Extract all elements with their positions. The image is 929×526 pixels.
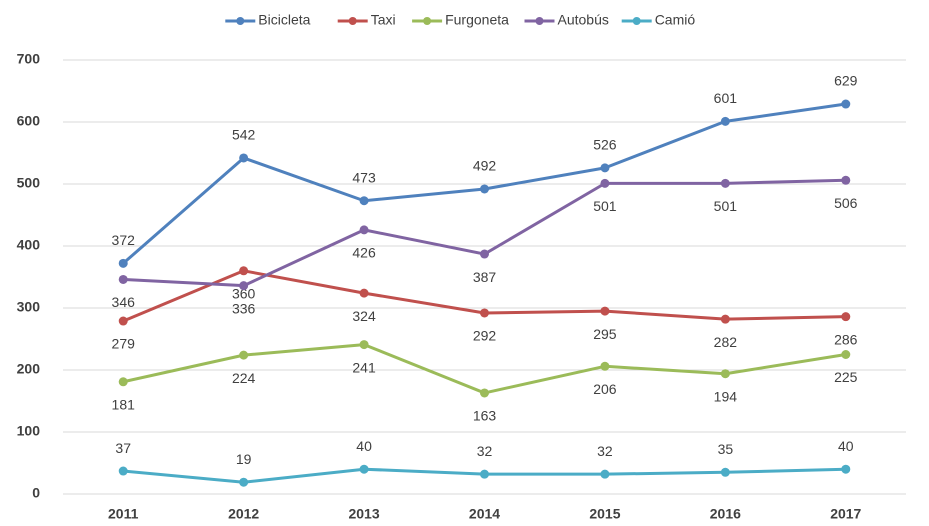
data-label: 225 xyxy=(834,369,858,385)
data-label: 387 xyxy=(473,269,497,285)
x-tick-label: 2016 xyxy=(710,506,741,522)
data-point xyxy=(480,388,489,398)
data-label: 501 xyxy=(593,198,617,214)
x-tick-label: 2017 xyxy=(830,506,861,522)
legend-label: Bicicleta xyxy=(258,12,310,28)
data-point xyxy=(239,477,249,487)
legend-marker xyxy=(632,17,641,25)
data-label: 224 xyxy=(232,370,256,386)
data-point xyxy=(118,377,128,387)
data-label: 360 xyxy=(232,286,256,302)
data-label: 542 xyxy=(232,127,256,143)
data-label: 372 xyxy=(112,232,136,248)
data-point xyxy=(841,350,851,359)
data-label: 282 xyxy=(714,334,738,350)
data-point xyxy=(118,258,128,268)
data-point xyxy=(600,178,610,188)
legend-label: Furgoneta xyxy=(445,12,509,28)
data-point xyxy=(841,99,851,109)
data-label: 37 xyxy=(115,440,131,456)
data-label: 324 xyxy=(352,308,376,324)
data-point xyxy=(480,249,489,259)
data-label: 194 xyxy=(714,388,738,404)
legend-marker xyxy=(236,17,245,25)
data-point xyxy=(239,153,249,163)
y-tick-label: 100 xyxy=(17,423,41,439)
data-point xyxy=(841,175,851,185)
data-label: 506 xyxy=(834,195,858,211)
y-tick-label: 300 xyxy=(17,299,41,315)
data-point xyxy=(239,350,249,360)
data-point xyxy=(118,274,128,284)
data-point xyxy=(359,196,369,206)
x-tick-label: 2014 xyxy=(469,506,500,522)
data-label: 492 xyxy=(473,158,497,174)
y-tick-label: 200 xyxy=(17,361,41,377)
data-label: 181 xyxy=(112,396,136,412)
data-point xyxy=(359,288,369,298)
data-point xyxy=(480,184,489,194)
x-tick-label: 2013 xyxy=(348,506,379,522)
legend-label: Taxi xyxy=(371,12,396,28)
data-point xyxy=(118,316,128,326)
y-tick-label: 400 xyxy=(17,237,41,253)
data-label: 32 xyxy=(477,443,493,459)
data-label: 19 xyxy=(236,451,252,467)
data-label: 601 xyxy=(714,90,738,106)
data-label: 526 xyxy=(593,137,617,153)
data-point xyxy=(720,467,730,477)
data-label: 206 xyxy=(593,381,617,397)
data-point xyxy=(600,163,610,173)
y-tick-label: 700 xyxy=(17,51,41,67)
legend-marker xyxy=(423,17,432,25)
data-label: 40 xyxy=(838,438,854,454)
x-tick-label: 2011 xyxy=(108,506,139,522)
data-label: 241 xyxy=(352,359,376,375)
data-label: 346 xyxy=(112,294,136,310)
data-point xyxy=(841,312,851,322)
data-point xyxy=(480,308,489,318)
data-point xyxy=(239,281,249,291)
legend-label: Autobús xyxy=(558,12,609,28)
data-label: 35 xyxy=(718,441,734,457)
data-point xyxy=(359,340,369,350)
legend-marker xyxy=(348,17,357,25)
data-point xyxy=(720,369,730,379)
data-label: 473 xyxy=(352,169,376,185)
data-point xyxy=(359,464,369,474)
data-label: 40 xyxy=(356,438,372,454)
legend-label: Camió xyxy=(655,12,696,28)
data-point xyxy=(118,466,128,476)
data-label: 336 xyxy=(232,300,256,316)
data-label: 163 xyxy=(473,408,497,424)
data-point xyxy=(600,469,610,479)
y-tick-label: 0 xyxy=(32,485,40,501)
data-point xyxy=(720,116,730,126)
data-label: 629 xyxy=(834,73,858,89)
data-point xyxy=(239,266,249,276)
data-point xyxy=(600,361,610,371)
data-label: 501 xyxy=(714,198,738,214)
y-tick-label: 500 xyxy=(17,175,41,191)
x-tick-label: 2015 xyxy=(589,506,620,522)
data-point xyxy=(720,314,730,324)
x-tick-label: 2012 xyxy=(228,506,259,522)
data-label: 426 xyxy=(352,245,376,261)
legend-marker xyxy=(535,17,544,25)
data-point xyxy=(480,469,489,479)
data-point xyxy=(841,464,851,474)
data-label: 279 xyxy=(112,336,136,352)
data-label: 286 xyxy=(834,331,858,347)
data-point xyxy=(359,225,369,235)
data-point xyxy=(600,306,610,316)
y-tick-label: 600 xyxy=(17,113,41,129)
data-label: 292 xyxy=(473,328,497,344)
data-label: 295 xyxy=(593,326,617,342)
data-point xyxy=(720,178,730,188)
data-label: 32 xyxy=(597,443,613,459)
